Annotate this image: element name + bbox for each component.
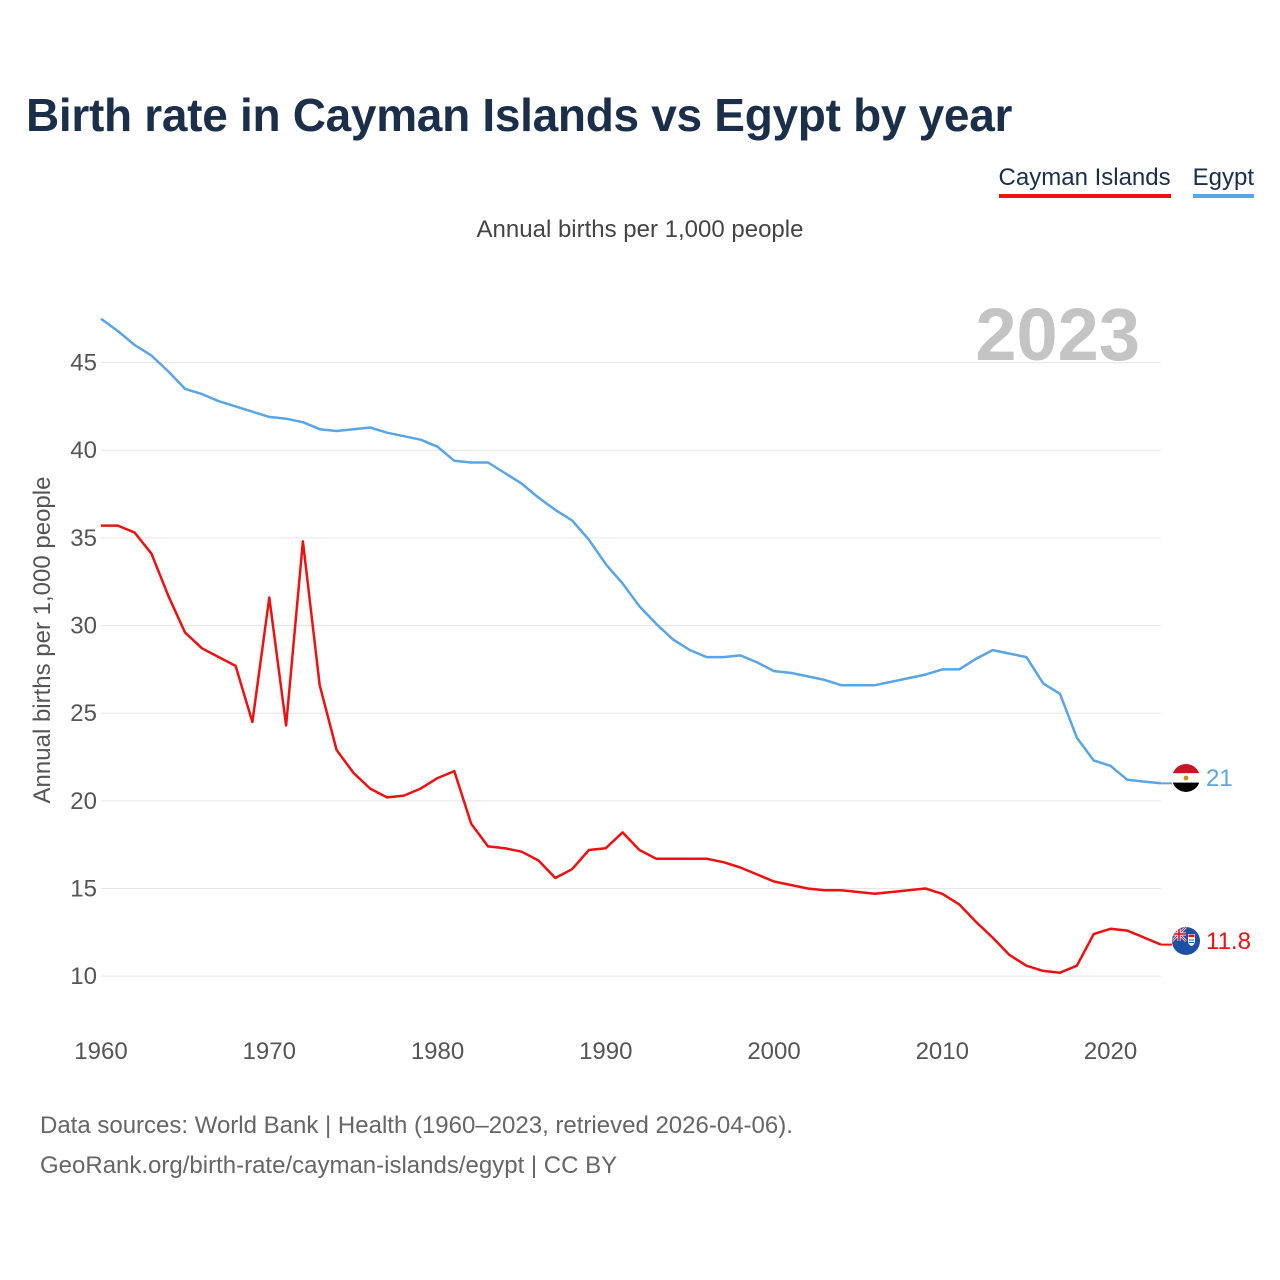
cayman-islands-end-value: 11.8	[1206, 928, 1251, 955]
y-axis-label: Annual births per 1,000 people	[29, 477, 56, 804]
y-tick-label: 40	[70, 437, 97, 464]
legend-item-cayman-islands[interactable]: Cayman Islands	[998, 164, 1171, 198]
cayman-islands-flag-icon	[1172, 927, 1200, 955]
data-source-note: Data sources: World Bank | Health (1960–…	[40, 1112, 793, 1139]
x-tick-label: 2020	[1084, 1038, 1137, 1065]
y-tick-label: 35	[70, 525, 97, 552]
egypt-flag-icon	[1172, 764, 1200, 792]
y-tick-label: 20	[70, 788, 97, 815]
grid-lines	[101, 362, 1161, 977]
y-tick-label: 45	[70, 350, 97, 377]
y-tick-label: 15	[70, 876, 97, 903]
series-layer	[100, 317, 1172, 974]
x-tick-label: 2010	[916, 1038, 969, 1065]
x-tick-label: 2000	[747, 1038, 800, 1065]
series-line-egypt[interactable]	[100, 317, 1162, 785]
x-tick-label: 1990	[579, 1038, 632, 1065]
y-tick-label: 10	[70, 963, 97, 990]
x-tick-label: 1960	[74, 1038, 127, 1065]
y-axis-ticks: 10 15 20 25 30 35 40 45	[70, 350, 97, 991]
chart-title: Birth rate in Cayman Islands vs Egypt by…	[26, 89, 1013, 141]
egypt-end-value: 21	[1206, 765, 1233, 792]
y-tick-label: 25	[70, 700, 97, 727]
legend: Cayman Islands Egypt	[998, 164, 1254, 198]
x-tick-label: 1980	[411, 1038, 464, 1065]
y-tick-label: 30	[70, 613, 97, 640]
series-line-cayman-islands[interactable]	[101, 524, 1162, 974]
x-axis-ticks: 1960 1970 1980 1990 2000 2010 2020	[74, 1038, 1137, 1065]
current-year-label: 2023	[975, 293, 1140, 376]
footer: Data sources: World Bank | Health (1960–…	[40, 1106, 793, 1186]
chart-subtitle: Annual births per 1,000 people	[476, 216, 804, 243]
x-tick-label: 1970	[243, 1038, 296, 1065]
line-chart: 2023 10 15 20 25 30 35 40 45 1960 1970 1980 1990 20…	[29, 293, 1251, 1065]
legend-item-egypt[interactable]: Egypt	[1192, 164, 1254, 198]
source-link[interactable]: GeoRank.org/birth-rate/cayman-islands/eg…	[40, 1152, 618, 1179]
